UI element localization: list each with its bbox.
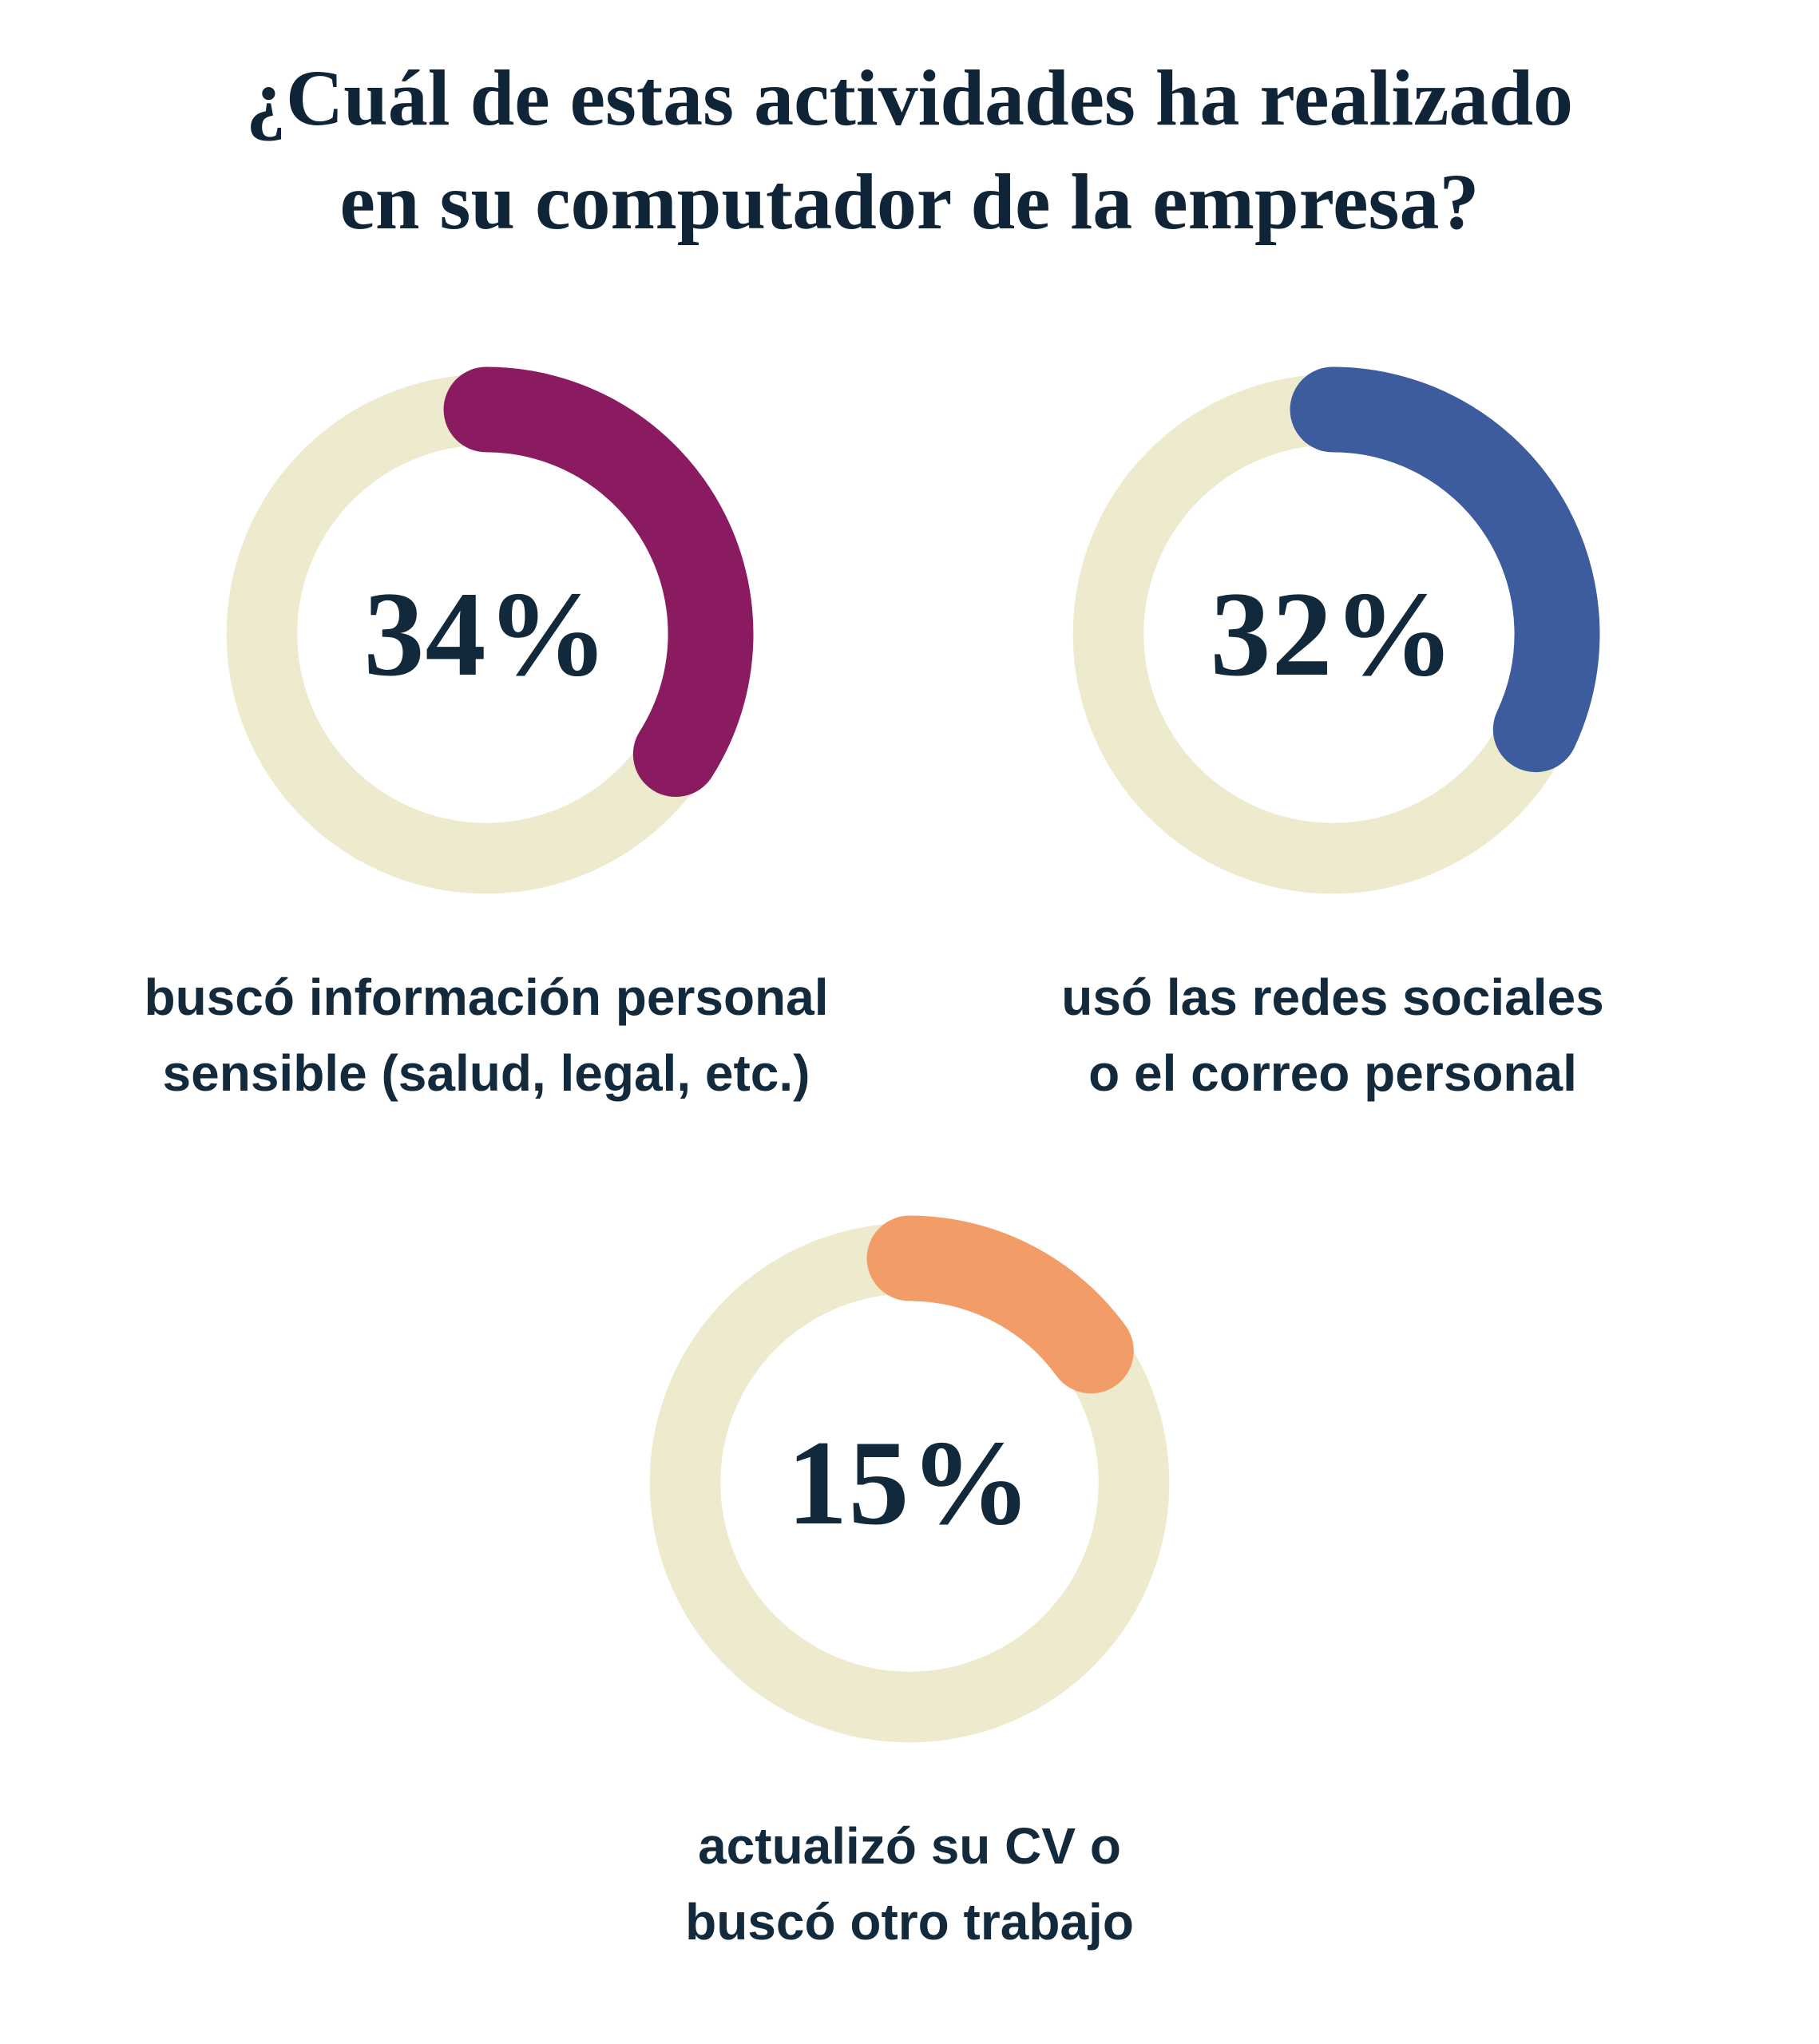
donut-value-15: 15% (787, 1416, 1032, 1551)
donut-label-line: o el correo personal (1088, 1044, 1577, 1102)
donut-chart-redes-sociales: 32% usó las redes sociales o el correo p… (917, 366, 1748, 1111)
donut-ring-15 (649, 1215, 1170, 1743)
donut-ring-32 (1072, 366, 1600, 894)
donut-label-line: buscó información personal (144, 969, 829, 1026)
donut-15-wrap: 15% (641, 1214, 1178, 1751)
page-title: ¿Cuál de estas actividades ha realizado … (246, 46, 1573, 254)
donut-row-bottom: 15% actualizó su CV o buscó otro trabajo (0, 1214, 1819, 1959)
donut-row-top: 34% buscó información personal sensible … (0, 366, 1819, 1111)
page-title-line-1: ¿Cuál de estas actividades ha realizado (245, 53, 1574, 142)
donut-chart-actualizo-cv: 15% actualizó su CV o buscó otro trabajo (494, 1214, 1325, 1959)
page-title-line-2: en su computador de la empresa? (339, 157, 1480, 246)
donut-label-line: buscó otro trabajo (685, 1893, 1134, 1951)
donut-label-redes-sociales: usó las redes sociales o el correo perso… (1061, 960, 1604, 1111)
donut-label-line: actualizó su CV o (698, 1817, 1121, 1876)
donut-label-line: sensible (salud, legal, etc.) (162, 1044, 810, 1102)
donut-value-34: 34% (363, 567, 609, 701)
donut-34-wrap: 34% (218, 366, 755, 902)
donut-chart-informacion-sensible: 34% buscó información personal sensible … (71, 366, 902, 1111)
donut-label-informacion-sensible: buscó información personal sensible (sal… (144, 960, 828, 1111)
donut-ring-34 (226, 366, 754, 894)
donut-label-actualizo-cv: actualizó su CV o buscó otro trabajo (685, 1808, 1134, 1959)
donut-32-wrap: 32% (1064, 366, 1601, 902)
donut-value-32: 32% (1210, 567, 1456, 701)
donut-label-line: usó las redes sociales (1061, 969, 1604, 1026)
